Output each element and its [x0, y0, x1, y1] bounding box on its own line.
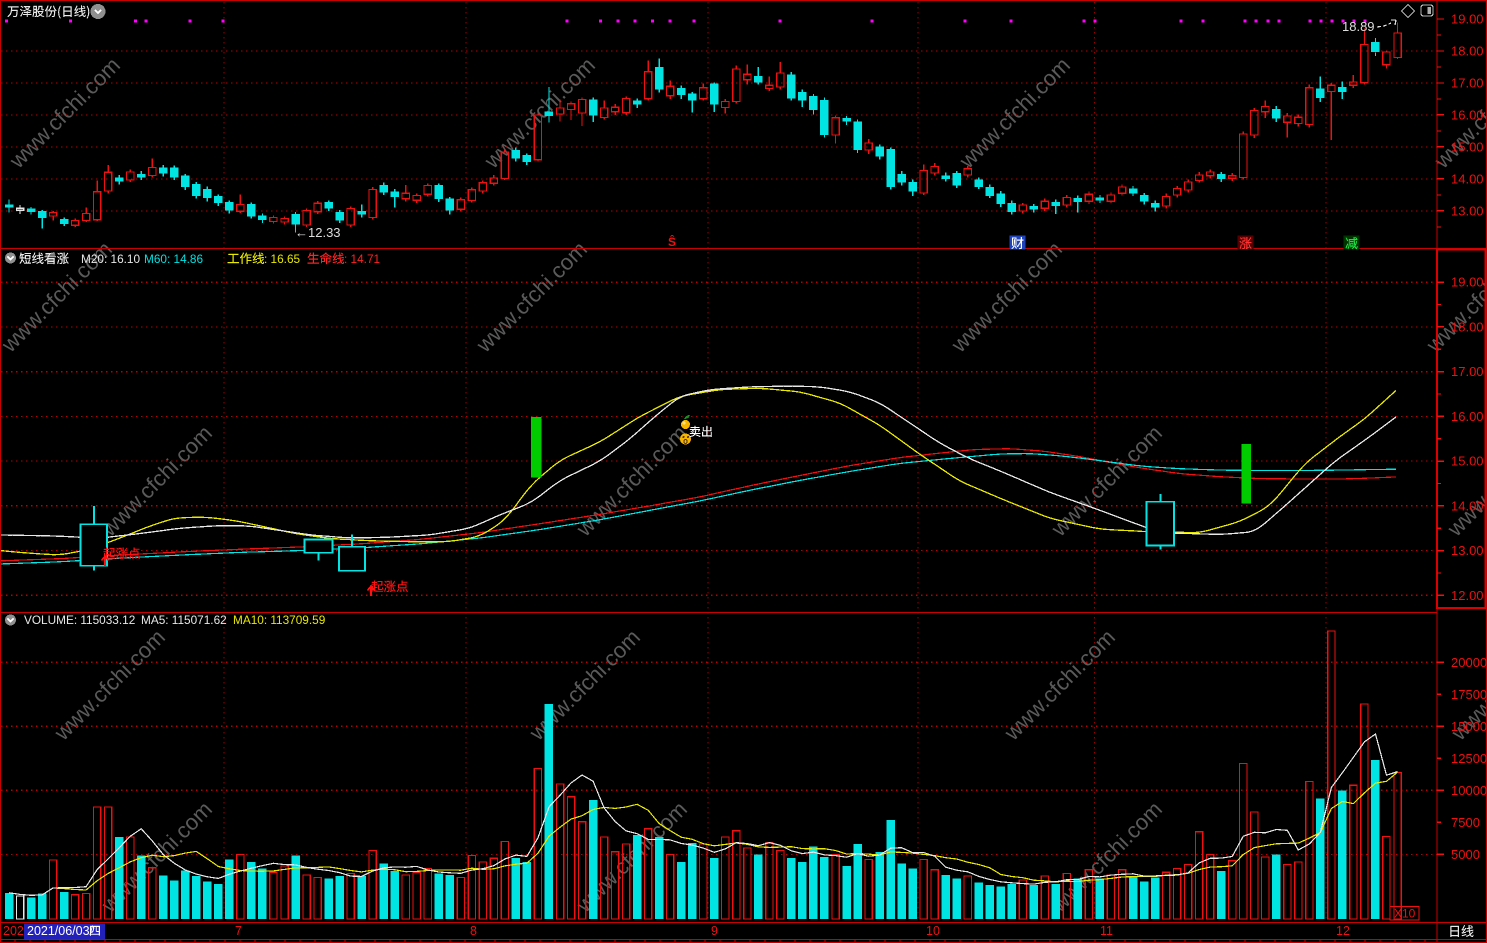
svg-text:20000: 20000 [1451, 655, 1487, 670]
svg-text:8: 8 [470, 924, 477, 938]
svg-text:Ŝ: Ŝ [668, 234, 676, 249]
svg-text:14.00: 14.00 [1451, 171, 1484, 186]
svg-text:12: 12 [1336, 924, 1350, 938]
svg-text:19.00: 19.00 [1451, 275, 1484, 290]
svg-text:MA5: 115071.62: MA5: 115071.62 [141, 613, 227, 627]
svg-text:15.00: 15.00 [1451, 454, 1484, 469]
svg-text:10: 10 [926, 924, 940, 938]
svg-text:13.00: 13.00 [1451, 203, 1484, 218]
svg-text:14.00: 14.00 [1451, 498, 1484, 513]
svg-text:17500: 17500 [1451, 687, 1487, 702]
svg-text:7500: 7500 [1451, 815, 1480, 830]
svg-text:17.00: 17.00 [1451, 364, 1484, 379]
svg-text:18.89: 18.89 [1342, 19, 1375, 34]
svg-text:10000: 10000 [1451, 783, 1487, 798]
svg-text:2021/06/03/: 2021/06/03/ [27, 924, 94, 938]
svg-text:12.00: 12.00 [1451, 588, 1484, 603]
svg-text:M20: 16.10: M20: 16.10 [81, 252, 140, 266]
svg-text:202: 202 [3, 924, 24, 938]
svg-text:: 14.71: : 14.71 [344, 252, 380, 266]
svg-text:18.00: 18.00 [1451, 44, 1484, 59]
svg-text:15.00: 15.00 [1451, 139, 1484, 154]
svg-text:18.00: 18.00 [1451, 319, 1484, 334]
svg-text:11: 11 [1100, 924, 1113, 938]
svg-text:13.00: 13.00 [1451, 543, 1484, 558]
svg-text:MA10: 113709.59: MA10: 113709.59 [233, 613, 325, 627]
svg-text:17.00: 17.00 [1451, 76, 1484, 91]
svg-text:X10: X10 [1394, 907, 1416, 921]
svg-text:9: 9 [711, 924, 718, 938]
svg-text:15000: 15000 [1451, 719, 1487, 734]
svg-text:VOLUME: 115033.12: VOLUME: 115033.12 [24, 613, 135, 627]
svg-text:16.00: 16.00 [1451, 409, 1484, 424]
svg-text:5000: 5000 [1451, 847, 1480, 862]
svg-text:←12.33: ←12.33 [295, 225, 341, 240]
svg-text:16.00: 16.00 [1451, 107, 1484, 122]
svg-text:: 16.65: : 16.65 [264, 252, 301, 266]
svg-text:7: 7 [235, 924, 242, 938]
svg-text:19.00: 19.00 [1451, 12, 1484, 27]
svg-text:M60: 14.86: M60: 14.86 [144, 252, 203, 266]
svg-text:12500: 12500 [1451, 751, 1487, 766]
